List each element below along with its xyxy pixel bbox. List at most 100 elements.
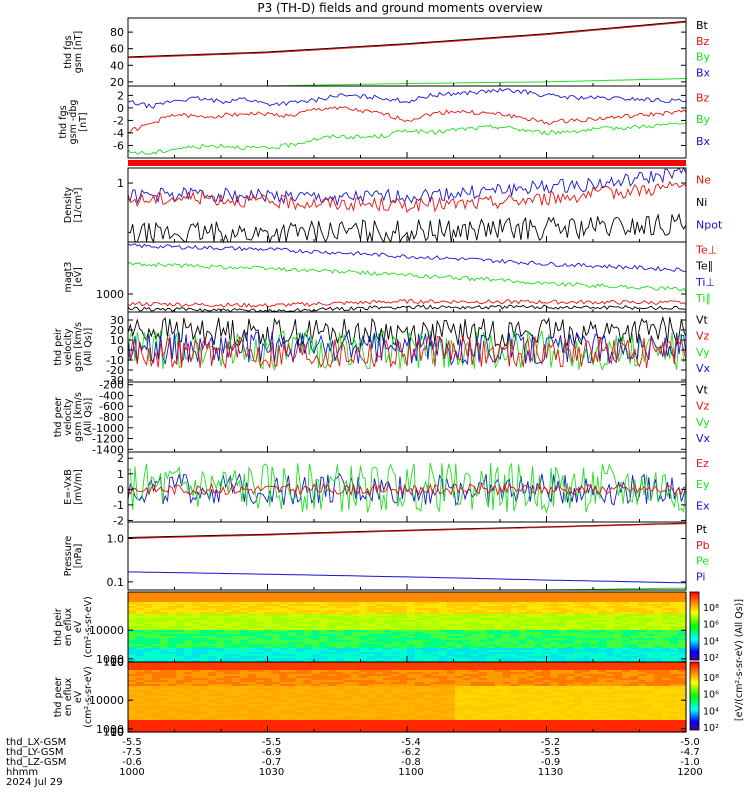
heatmap-cell <box>422 702 432 705</box>
heatmap-cell <box>638 702 647 705</box>
heatmap-cell <box>526 650 536 653</box>
heatmap-cell <box>359 634 368 637</box>
heatmap-cell <box>191 698 201 701</box>
heatmap-cell <box>606 608 615 611</box>
heatmap-cell <box>231 724 241 727</box>
heatmap-cell <box>470 614 480 617</box>
heatmap-cell <box>391 612 400 615</box>
heatmap-cell <box>367 678 376 681</box>
heatmap-cell <box>430 720 440 723</box>
heatmap-cell <box>167 680 177 683</box>
heatmap-cell <box>430 624 440 627</box>
heatmap-cell <box>199 638 209 641</box>
heatmap-cell <box>614 656 623 659</box>
heatmap-cell <box>534 628 544 631</box>
heatmap-cell <box>159 656 169 659</box>
heatmap-cell <box>159 598 169 601</box>
heatmap-cell <box>207 638 217 641</box>
y-axis-label: Density <box>63 187 74 223</box>
heatmap-cell <box>510 600 520 603</box>
heatmap-cell <box>375 606 384 609</box>
y-tick-label: 0 <box>117 102 124 115</box>
heatmap-cell <box>199 604 209 607</box>
heatmap-cell <box>558 606 568 609</box>
heatmap-cell <box>143 616 153 619</box>
heatmap-cell <box>582 634 591 637</box>
heatmap-cell <box>391 704 400 707</box>
heatmap-cell <box>438 642 448 645</box>
heatmap-cell <box>391 650 400 653</box>
heatmap-cell <box>343 642 352 645</box>
heatmap-cell <box>510 594 520 597</box>
heatmap-cell <box>231 684 241 687</box>
heatmap-cell <box>494 666 504 669</box>
heatmap-cell <box>630 700 639 703</box>
heatmap-cell <box>678 644 687 647</box>
heatmap-cell <box>614 610 623 613</box>
series-line-Ti∥ <box>127 261 687 293</box>
heatmap-cell <box>175 700 185 703</box>
heatmap-cell <box>678 614 687 617</box>
heatmap-cell <box>422 650 432 653</box>
heatmap-cell <box>654 630 663 633</box>
heatmap-cell <box>383 600 392 603</box>
heatmap-cell <box>319 690 328 693</box>
heatmap-cell <box>215 660 225 663</box>
heatmap-cell <box>151 662 161 665</box>
heatmap-cell <box>414 680 424 683</box>
heatmap-cell <box>223 604 233 607</box>
heatmap-cell <box>502 614 512 617</box>
heatmap-cell <box>223 648 233 651</box>
heatmap-cell <box>654 634 663 637</box>
heatmap-cell <box>494 642 504 645</box>
heatmap-cell <box>327 676 336 679</box>
heatmap-cell <box>574 626 583 629</box>
heatmap-cell <box>654 632 663 635</box>
heatmap-cell <box>582 694 591 697</box>
heatmap-cell <box>167 594 177 597</box>
heatmap-cell <box>287 662 296 665</box>
heatmap-cell <box>159 670 169 673</box>
heatmap-cell <box>622 670 631 673</box>
heatmap-cell <box>175 670 185 673</box>
heatmap-cell <box>375 672 384 675</box>
heatmap-cell <box>391 702 400 705</box>
heatmap-cell <box>391 724 400 727</box>
heatmap-cell <box>239 712 249 715</box>
heatmap-cell <box>191 714 201 717</box>
heatmap-cell <box>303 632 312 635</box>
heatmap-cell <box>279 686 289 689</box>
heatmap-cell <box>486 644 496 647</box>
heatmap-cell <box>518 646 528 649</box>
heatmap-cell <box>399 690 408 693</box>
heatmap-cell <box>558 644 568 647</box>
heatmap-cell <box>486 662 496 665</box>
heatmap-cell <box>622 608 631 611</box>
heatmap-cell <box>558 620 568 623</box>
heatmap-cell <box>223 594 233 597</box>
heatmap-cell <box>486 612 496 615</box>
heatmap-cell <box>550 716 560 719</box>
heatmap-cell <box>670 634 679 637</box>
heatmap-cell <box>582 706 591 709</box>
heatmap-cell <box>215 714 225 717</box>
heatmap-cell <box>287 686 296 689</box>
heatmap-cell <box>351 658 360 661</box>
heatmap-cell <box>375 710 384 713</box>
heatmap-cell <box>151 602 161 605</box>
heatmap-cell <box>159 616 169 619</box>
heatmap-cell <box>367 614 376 617</box>
heatmap-cell <box>207 684 217 687</box>
y-axis-label: [nPa] <box>73 544 84 569</box>
heatmap-cell <box>407 620 416 623</box>
heatmap-cell <box>351 716 360 719</box>
heatmap-cell <box>438 616 448 619</box>
heatmap-cell <box>311 670 320 673</box>
heatmap-cell <box>399 632 408 635</box>
heatmap-cell <box>343 676 352 679</box>
heatmap-cell <box>574 708 583 711</box>
heatmap-cell <box>207 632 217 635</box>
heatmap-cell <box>662 642 671 645</box>
heatmap-cell <box>478 660 488 663</box>
heatmap-cell <box>662 596 671 599</box>
